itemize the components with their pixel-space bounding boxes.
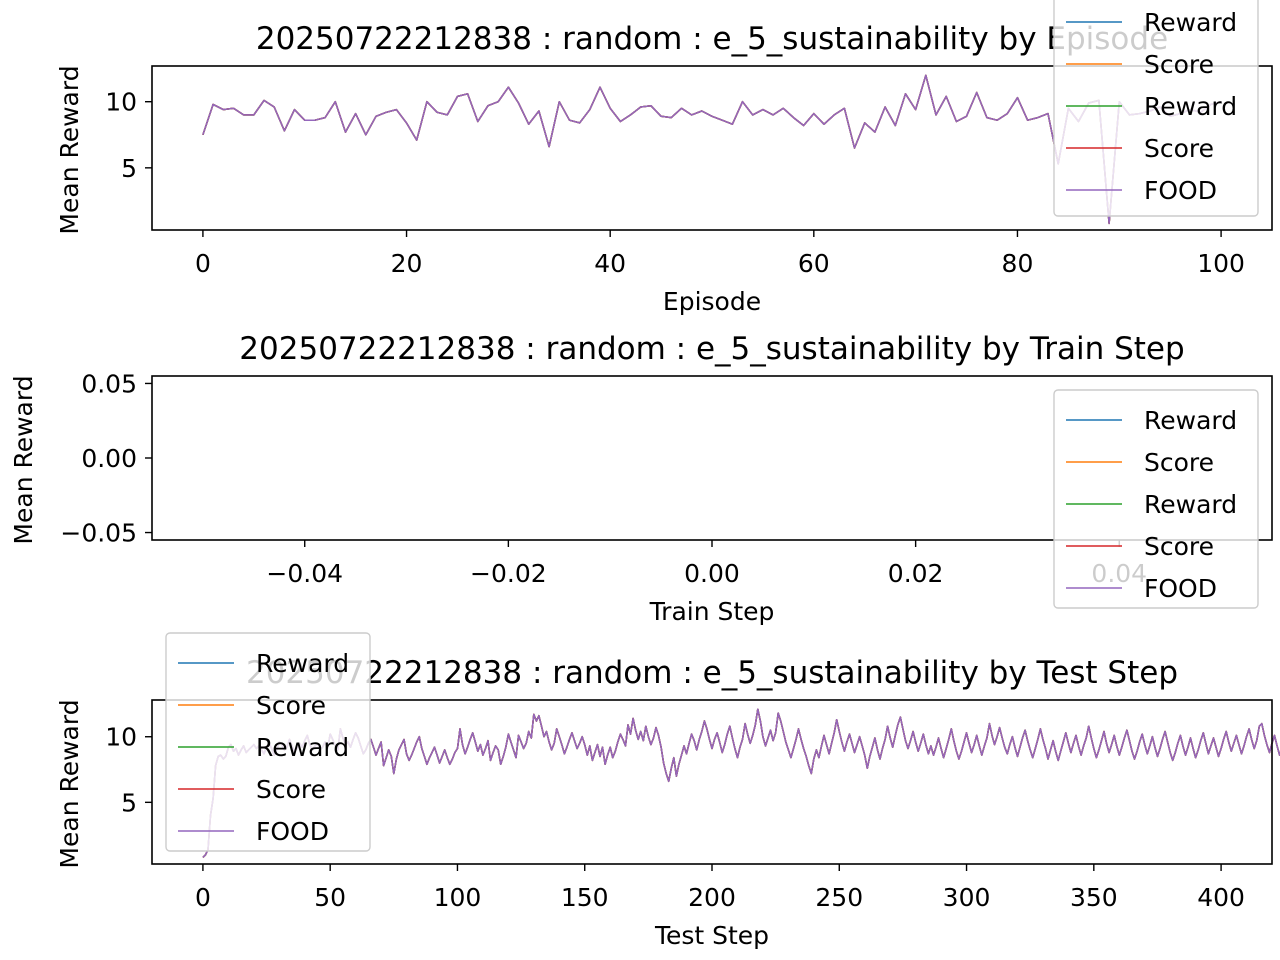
x-axis-label: Test Step (654, 921, 769, 950)
legend-label: Reward (256, 733, 349, 762)
y-tick-label: 10 (105, 723, 137, 752)
x-tick-label: −0.04 (266, 559, 343, 588)
x-tick-label: 400 (1197, 883, 1245, 912)
x-tick-label: 350 (1070, 883, 1118, 912)
legend-label: Reward (256, 649, 349, 678)
panel-train-step: 20250722212838 : random : e_5_sustainabi… (9, 331, 1273, 626)
legend-box (1053, 389, 1259, 609)
legend-label: FOOD (1144, 574, 1217, 603)
x-tick-label: 250 (815, 883, 863, 912)
legend-label: Score (1144, 448, 1214, 477)
legend-label: Score (1144, 532, 1214, 561)
chart-title: 20250722212838 : random : e_5_sustainabi… (246, 655, 1178, 691)
legend-label: FOOD (1144, 176, 1217, 205)
x-tick-label: 0 (195, 883, 211, 912)
legend-label: FOOD (256, 817, 329, 846)
x-tick-label: −0.02 (470, 559, 547, 588)
legend-box (165, 632, 371, 852)
plot-frame (151, 65, 1273, 231)
series-line-food-4 (202, 74, 1222, 225)
x-tick-label: 50 (314, 883, 346, 912)
x-tick-label: 0.02 (888, 559, 944, 588)
x-tick-label: 150 (561, 883, 609, 912)
chart-title: 20250722212838 : random : e_5_sustainabi… (256, 21, 1168, 57)
x-tick-label: 60 (798, 249, 830, 278)
chart-title: 20250722212838 : random : e_5_sustainabi… (239, 331, 1184, 367)
panel-test-step: 20250722212838 : random : e_5_sustainabi… (55, 632, 1280, 950)
legend-label: Reward (1144, 406, 1237, 435)
y-tick-label: 10 (105, 88, 137, 117)
panel-episode: 20250722212838 : random : e_5_sustainabi… (55, 0, 1273, 316)
x-tick-label: 300 (943, 883, 991, 912)
x-axis-label: Episode (663, 287, 761, 316)
x-tick-label: 80 (1002, 249, 1034, 278)
legend-label: Score (256, 691, 326, 720)
legend-label: Score (1144, 50, 1214, 79)
y-tick-label: 5 (121, 788, 137, 817)
y-tick-label: 0.05 (81, 369, 137, 398)
legend-label: Reward (1144, 92, 1237, 121)
y-axis-label: Mean Reward (55, 699, 84, 868)
x-tick-label: 0 (195, 249, 211, 278)
x-axis-label: Train Step (649, 597, 775, 626)
x-tick-label: 0.00 (684, 559, 740, 588)
y-tick-label: −0.05 (60, 519, 137, 548)
x-tick-label: 20 (391, 249, 423, 278)
legend-label: Score (256, 775, 326, 804)
x-tick-label: 100 (1197, 249, 1245, 278)
y-tick-label: 5 (121, 154, 137, 183)
legend-box (1053, 0, 1259, 217)
series-line-food-4 (202, 708, 1280, 858)
y-axis-label: Mean Reward (9, 375, 38, 544)
x-tick-label: 40 (594, 249, 626, 278)
x-tick-label: 200 (688, 883, 736, 912)
legend-label: Score (1144, 134, 1214, 163)
y-axis-label: Mean Reward (55, 65, 84, 234)
y-tick-label: 0.00 (81, 444, 137, 473)
x-tick-label: 100 (434, 883, 482, 912)
legend-label: Reward (1144, 8, 1237, 37)
legend-label: Reward (1144, 490, 1237, 519)
